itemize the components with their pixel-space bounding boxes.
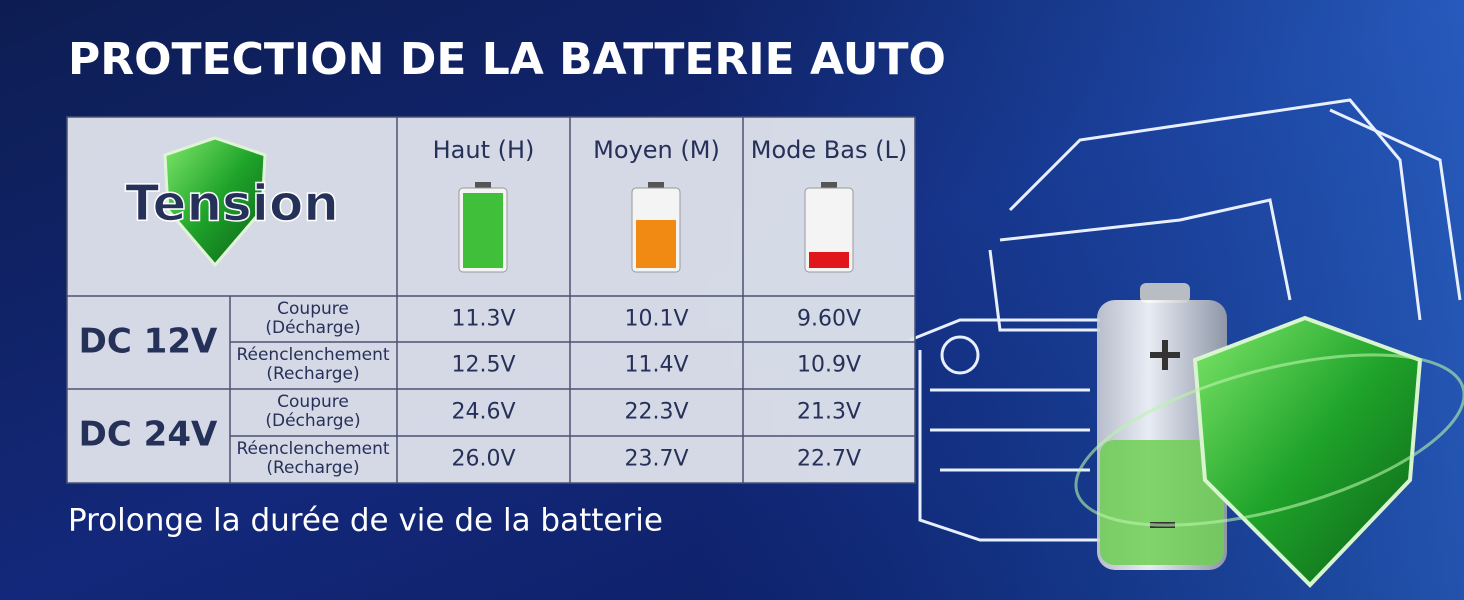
row-label: Réenclenchement bbox=[236, 345, 389, 365]
cell-value: 21.3V bbox=[797, 399, 861, 424]
battery-icon-low bbox=[804, 182, 854, 273]
cell-value: 22.3V bbox=[624, 399, 688, 424]
corner-label: Tension bbox=[125, 175, 339, 233]
corner-shield bbox=[163, 136, 267, 268]
row-label: Réenclenchement bbox=[236, 439, 389, 459]
shield-ring bbox=[1074, 353, 1464, 527]
cell-value: 26.0V bbox=[451, 446, 515, 471]
row-label: Coupure bbox=[277, 299, 349, 319]
cell-value: 11.4V bbox=[624, 352, 688, 377]
cell-value: 22.7V bbox=[797, 446, 861, 471]
group-label: DC 12V bbox=[79, 321, 218, 361]
cell-value: 9.60V bbox=[797, 306, 861, 331]
row-label: (Décharge) bbox=[265, 318, 360, 338]
battery-icon-medium bbox=[631, 182, 681, 273]
table-grid bbox=[66, 116, 916, 484]
column-header: Mode Bas (L) bbox=[751, 136, 907, 164]
truck-outline bbox=[909, 98, 1462, 542]
row-label: (Recharge) bbox=[266, 458, 359, 478]
column-header: Haut (H) bbox=[433, 136, 535, 164]
cell-value: 10.1V bbox=[624, 306, 688, 331]
cell-value: 24.6V bbox=[451, 399, 515, 424]
cell-value: 11.3V bbox=[451, 306, 515, 331]
footer-text: Prolonge la durée de vie de la batterie bbox=[68, 503, 663, 539]
row-label: (Recharge) bbox=[266, 364, 359, 384]
title: PROTECTION DE LA BATTERIE AUTO bbox=[68, 34, 946, 85]
table: Tension Haut (H) Moyen (M) Mode Bas (L) DC … bbox=[66, 116, 916, 484]
row-label: Coupure bbox=[277, 392, 349, 412]
cell-value: 23.7V bbox=[624, 446, 688, 471]
row-label: (Décharge) bbox=[265, 411, 360, 431]
group-label: DC 24V bbox=[79, 414, 218, 454]
battery-icon-high bbox=[458, 182, 508, 273]
cell-value: 12.5V bbox=[451, 352, 515, 377]
cell-value: 10.9V bbox=[797, 352, 861, 377]
column-header: Moyen (M) bbox=[593, 136, 720, 164]
